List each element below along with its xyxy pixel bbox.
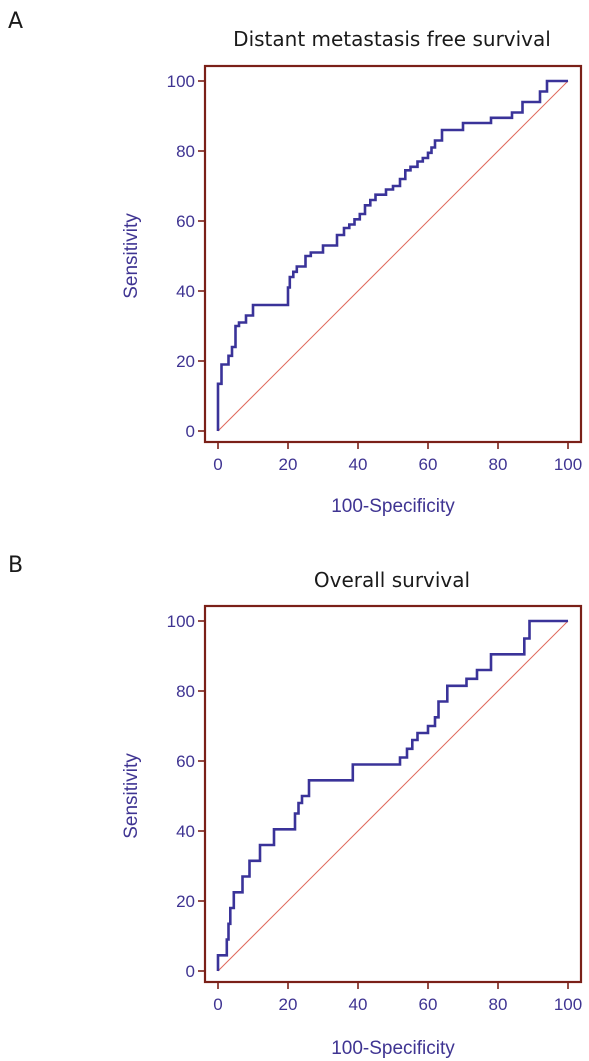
x-tick-label-a: 40: [349, 455, 368, 474]
y-tick-label-a: 0: [186, 422, 195, 441]
x-axis-a: 0 20 40 60 80 100: [213, 442, 582, 474]
chart-title-b: Overall survival: [314, 568, 470, 592]
plot-frame-b: [203, 604, 583, 984]
y-tick-label-b: 100: [167, 612, 195, 631]
x-tick-label-a: 20: [279, 455, 298, 474]
y-tick-label-a: 80: [176, 142, 195, 161]
x-tick-label-a: 60: [419, 455, 438, 474]
panel-letter-a: A: [8, 9, 23, 34]
x-tick-label-a: 0: [213, 455, 222, 474]
x-axis-title-a: 100-Specificity: [331, 496, 455, 517]
x-tick-label-b: 60: [419, 995, 438, 1014]
y-tick-label-a: 40: [176, 282, 195, 301]
x-axis-title-b: 100-Specificity: [331, 1038, 455, 1059]
reference-line-a: [217, 80, 569, 432]
y-tick-label-a: 100: [167, 72, 195, 91]
y-tick-label-a: 60: [176, 212, 195, 231]
x-tick-label-b: 80: [489, 995, 508, 1014]
y-tick-label-b: 20: [176, 892, 195, 911]
x-tick-label-b: 0: [213, 995, 222, 1014]
roc-curve-b: [216, 619, 568, 971]
y-tick-label-b: 80: [176, 682, 195, 701]
y-tick-label-b: 60: [176, 752, 195, 771]
y-axis-a: 0 20 40 60 80 100: [167, 72, 205, 441]
y-tick-label-a: 20: [176, 352, 195, 371]
y-tick-label-b: 0: [186, 962, 195, 981]
roc-curve-a: [216, 79, 568, 431]
panel-letter-b: B: [8, 553, 23, 578]
x-tick-label-b: 20: [279, 995, 298, 1014]
y-axis-title-a: Sensitivity: [121, 213, 142, 299]
x-axis-b: 0 20 40 60 80 100: [213, 982, 582, 1014]
x-tick-label-b: 40: [349, 995, 368, 1014]
y-axis-b: 0 20 40 60 80 100: [167, 612, 205, 981]
y-axis-title-b: Sensitivity: [121, 753, 142, 839]
x-tick-label-a: 100: [554, 455, 582, 474]
chart-panel-a: A Distant metastasis free survival 0 20 40…: [8, 9, 582, 517]
chart-title-a: Distant metastasis free survival: [233, 27, 551, 51]
plot-frame-a: [203, 64, 583, 444]
chart-panel-b: B Overall survival 0 20 40 60 80 100 0 20 40 60 8…: [8, 553, 582, 1059]
reference-line-b: [217, 620, 569, 972]
y-tick-label-b: 40: [176, 822, 195, 841]
x-tick-label-b: 100: [554, 995, 582, 1014]
x-tick-label-a: 80: [489, 455, 508, 474]
